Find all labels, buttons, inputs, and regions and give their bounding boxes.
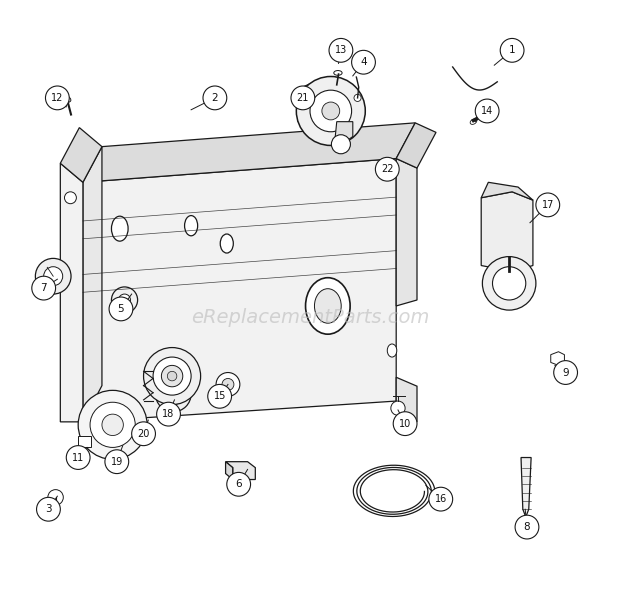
Polygon shape	[481, 182, 533, 200]
Ellipse shape	[112, 216, 128, 241]
Circle shape	[109, 297, 133, 321]
Text: 20: 20	[138, 429, 150, 439]
Circle shape	[352, 50, 375, 74]
Circle shape	[66, 446, 90, 469]
Text: 12: 12	[51, 93, 63, 103]
Text: 17: 17	[542, 200, 554, 210]
Circle shape	[227, 472, 250, 496]
Circle shape	[536, 193, 560, 217]
Ellipse shape	[220, 234, 233, 253]
Circle shape	[208, 385, 231, 408]
Circle shape	[167, 371, 177, 381]
Circle shape	[32, 276, 56, 300]
Polygon shape	[481, 192, 533, 271]
FancyBboxPatch shape	[78, 436, 91, 447]
Polygon shape	[83, 123, 415, 182]
Circle shape	[329, 38, 353, 62]
Text: 4: 4	[360, 57, 367, 67]
Circle shape	[156, 376, 191, 412]
Circle shape	[102, 414, 123, 436]
Circle shape	[222, 379, 234, 391]
Ellipse shape	[185, 215, 198, 236]
Circle shape	[216, 373, 240, 396]
Circle shape	[48, 490, 63, 505]
Circle shape	[43, 267, 63, 286]
Circle shape	[482, 257, 536, 310]
Ellipse shape	[314, 289, 341, 323]
Circle shape	[203, 86, 227, 110]
Text: 2: 2	[211, 93, 218, 103]
Text: 16: 16	[435, 494, 447, 504]
Circle shape	[476, 99, 499, 123]
Polygon shape	[396, 123, 436, 168]
Ellipse shape	[306, 278, 350, 334]
Text: 5: 5	[118, 304, 124, 314]
Circle shape	[105, 450, 129, 473]
Circle shape	[144, 347, 201, 404]
Circle shape	[157, 402, 180, 426]
Circle shape	[354, 94, 361, 101]
Text: 11: 11	[72, 452, 84, 463]
Ellipse shape	[388, 344, 397, 357]
Circle shape	[515, 515, 539, 539]
Circle shape	[492, 267, 526, 300]
Circle shape	[35, 259, 71, 294]
Polygon shape	[521, 458, 531, 517]
Circle shape	[162, 383, 184, 404]
Circle shape	[153, 357, 191, 395]
Circle shape	[112, 287, 138, 313]
Circle shape	[296, 76, 365, 145]
Ellipse shape	[334, 71, 342, 75]
Circle shape	[161, 365, 183, 387]
Circle shape	[37, 497, 60, 521]
Text: 14: 14	[481, 106, 494, 116]
Polygon shape	[335, 122, 353, 142]
Polygon shape	[60, 163, 83, 422]
Circle shape	[169, 389, 178, 398]
Polygon shape	[60, 128, 102, 182]
Circle shape	[429, 487, 453, 511]
Polygon shape	[396, 158, 417, 306]
Circle shape	[393, 412, 417, 436]
Circle shape	[332, 135, 350, 154]
Text: 7: 7	[40, 283, 47, 293]
Circle shape	[391, 401, 405, 415]
Text: 6: 6	[236, 479, 242, 489]
Circle shape	[291, 86, 315, 110]
Polygon shape	[83, 146, 102, 422]
Circle shape	[90, 402, 135, 448]
Circle shape	[375, 157, 399, 181]
Text: 19: 19	[111, 457, 123, 467]
Circle shape	[78, 391, 147, 460]
Polygon shape	[298, 81, 337, 125]
Ellipse shape	[62, 96, 71, 103]
Polygon shape	[396, 377, 417, 422]
Text: 22: 22	[381, 164, 394, 174]
Polygon shape	[226, 461, 255, 479]
Polygon shape	[226, 461, 232, 479]
Circle shape	[322, 102, 340, 120]
Circle shape	[118, 294, 130, 306]
Circle shape	[554, 361, 577, 385]
Text: 1: 1	[509, 46, 515, 55]
Circle shape	[45, 86, 69, 110]
Ellipse shape	[470, 119, 477, 124]
Text: 8: 8	[524, 522, 530, 532]
Circle shape	[310, 90, 352, 132]
Polygon shape	[551, 352, 564, 365]
Text: eReplacementParts.com: eReplacementParts.com	[191, 308, 429, 328]
Text: 18: 18	[162, 409, 175, 419]
Text: 10: 10	[399, 419, 411, 428]
Circle shape	[131, 422, 156, 446]
Circle shape	[500, 38, 524, 62]
Text: 3: 3	[45, 504, 51, 514]
Text: 13: 13	[335, 46, 347, 55]
Text: 9: 9	[562, 368, 569, 377]
Circle shape	[64, 192, 76, 204]
Text: 15: 15	[213, 391, 226, 401]
Text: 21: 21	[297, 93, 309, 103]
Polygon shape	[83, 158, 396, 422]
